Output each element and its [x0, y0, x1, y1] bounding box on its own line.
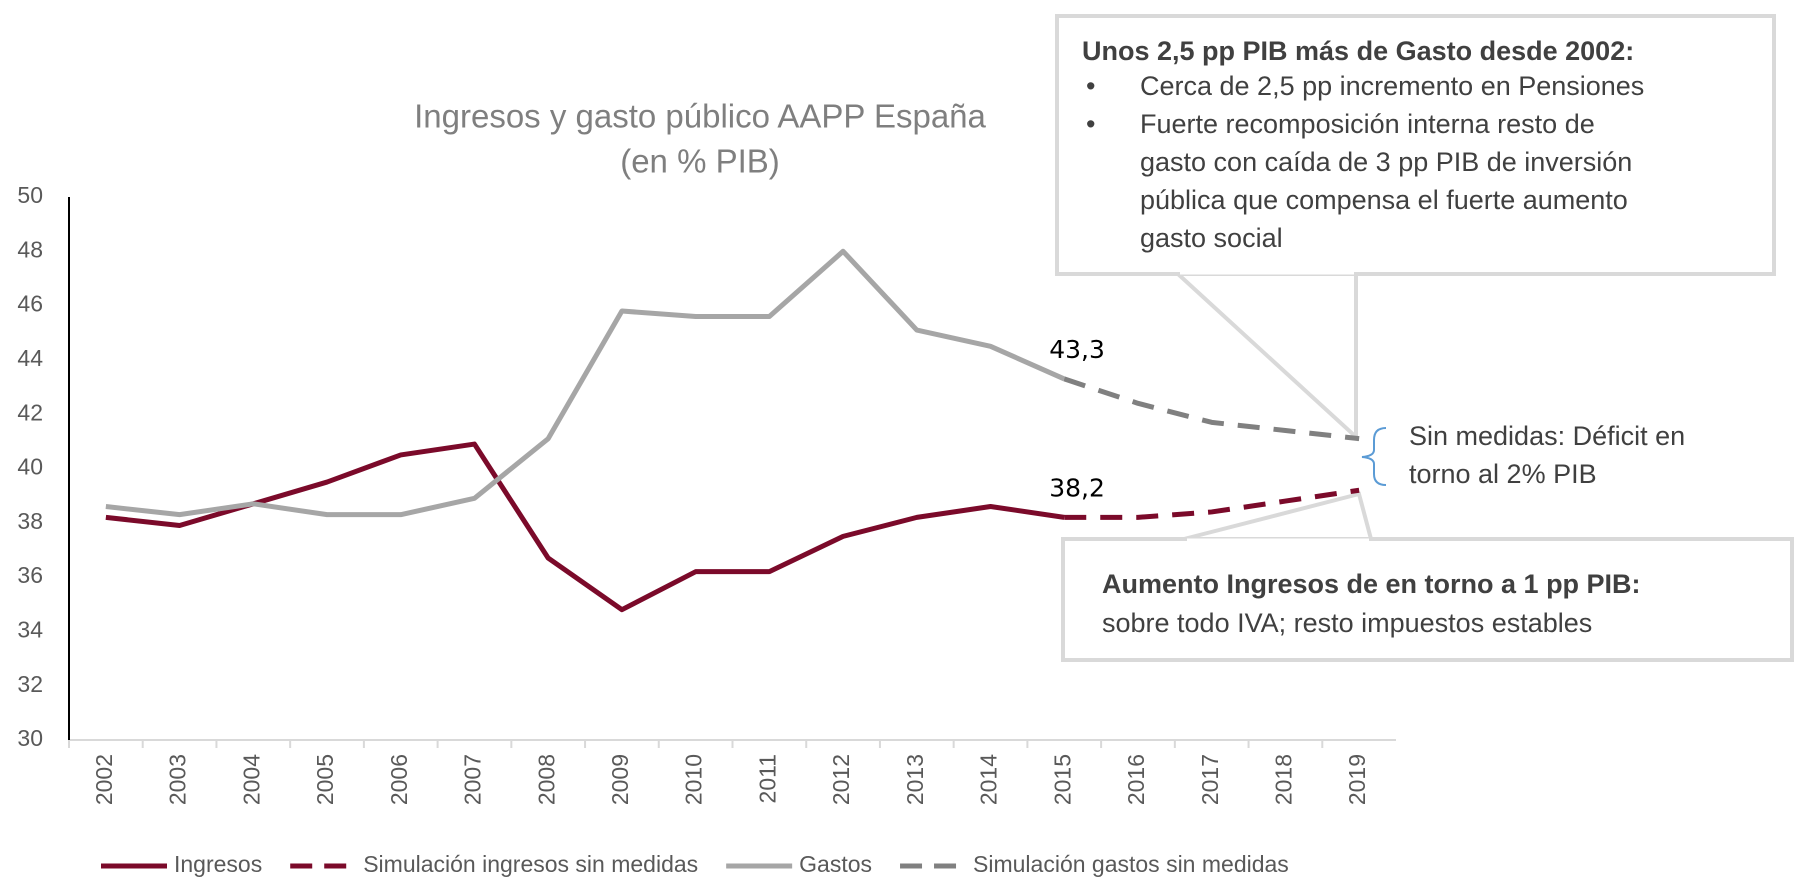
y-tick-label: 50 [17, 182, 43, 208]
bullet-dot: • [1086, 71, 1095, 101]
bracket [1361, 427, 1387, 486]
y-tick-label: 40 [17, 454, 43, 480]
legend-label: Ingresos [174, 851, 262, 877]
x-tick-label: 2005 [312, 754, 338, 805]
y-tick-label: 30 [17, 725, 43, 751]
x-tick-label: 2017 [1197, 754, 1223, 805]
series-line [105, 248, 1066, 518]
x-tick-label: 2014 [976, 754, 1002, 805]
x-tick-label: 2011 [754, 754, 780, 803]
x-tick-label: 2015 [1049, 754, 1075, 805]
legend-label: Simulación gastos sin medidas [973, 851, 1289, 877]
callout-pointer [1172, 272, 1358, 442]
callout-bullet: Fuerte recomposición interna resto de [1140, 109, 1595, 139]
y-tick-label: 34 [17, 616, 43, 642]
callout-bullet: gasto social [1140, 223, 1283, 253]
x-tick-label: 2006 [386, 754, 412, 805]
chart-subtitle: (en % PIB) [620, 143, 780, 180]
callout-bullet: gasto con caída de 3 pp PIB de inversión [1140, 147, 1632, 177]
callout-title: Unos 2,5 pp PIB más de Gasto desde 2002: [1082, 36, 1634, 66]
bullet-dot: • [1086, 109, 1095, 139]
x-tick-label: 2002 [91, 754, 117, 805]
x-tick-label: 2016 [1123, 754, 1149, 805]
callout-text: sobre todo IVA; resto impuestos estables [1102, 608, 1592, 638]
y-tick-label: 46 [17, 291, 43, 317]
bracket-label: Sin medidas: Déficit en [1409, 421, 1685, 451]
bracket-label: torno al 2% PIB [1409, 459, 1597, 489]
callout-box [1055, 14, 1776, 276]
callout-title: Aumento Ingresos de en torno a 1 pp PIB: [1102, 569, 1641, 599]
series-line [1063, 376, 1360, 442]
legend-label: Simulación ingresos sin medidas [363, 851, 698, 877]
x-tick-label: 2010 [681, 754, 707, 805]
series-line [1064, 487, 1360, 520]
x-tick-label: 2008 [533, 754, 559, 805]
callout-box [1061, 537, 1794, 662]
x-tick-label: 2012 [828, 754, 854, 805]
y-tick-label: 36 [17, 562, 43, 588]
y-tick-label: 44 [17, 345, 43, 371]
x-tick-label: 2013 [902, 754, 928, 805]
x-tick-label: 2007 [460, 754, 486, 805]
y-tick-label: 38 [17, 508, 43, 534]
chart-title: Ingresos y gasto público AAPP España [414, 98, 986, 135]
y-tick-label: 32 [17, 671, 43, 697]
legend-label: Gastos [799, 851, 872, 877]
y-tick-label: 48 [17, 236, 43, 262]
data-label: 38,2 [1049, 473, 1105, 502]
data-label: 43,3 [1049, 335, 1105, 364]
x-tick-label: 2009 [607, 754, 633, 805]
series-line [105, 441, 1065, 613]
callout-bullet: Cerca de 2,5 pp incremento en Pensiones [1140, 71, 1644, 101]
callout-bullet: pública que compensa el fuerte aumento [1140, 185, 1628, 215]
callout-pointer [1183, 491, 1374, 541]
x-tick-label: 2018 [1270, 754, 1296, 805]
x-tick-label: 2004 [238, 754, 264, 805]
x-tick-label: 2019 [1344, 754, 1370, 805]
y-tick-label: 42 [17, 399, 43, 425]
x-tick-label: 2003 [165, 754, 191, 805]
